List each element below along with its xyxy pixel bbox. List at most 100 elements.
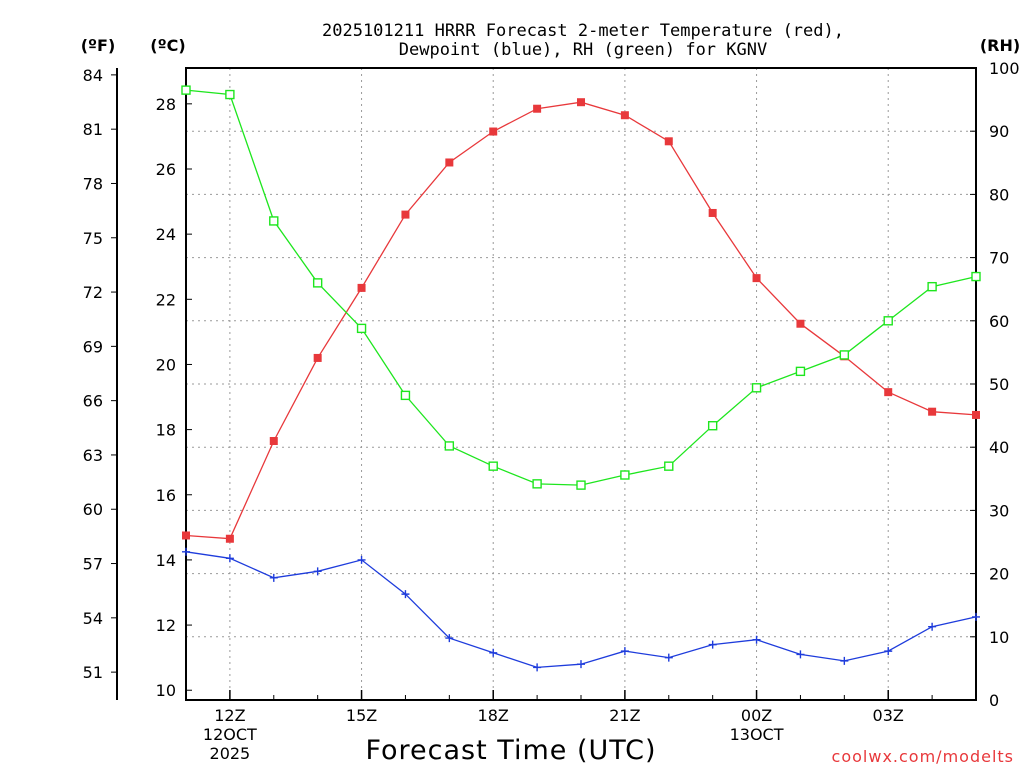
rh-point: [444, 441, 455, 451]
dewpoint-point: [840, 656, 849, 665]
x-tick-label: 21Z: [609, 706, 640, 725]
celsius-unit-label: (ºC): [150, 36, 185, 55]
dewpoint-point: [533, 663, 542, 672]
rh-tick-label: 20: [989, 565, 1009, 584]
celsius-tick-label: 18: [156, 421, 176, 440]
temperature-point: [489, 127, 498, 136]
temperature-point: [884, 388, 893, 397]
celsius-tick-label: 24: [156, 225, 176, 244]
dewpoint-point: [796, 650, 805, 659]
rh-tick-label: 40: [989, 438, 1009, 457]
x-tick-label: 18Z: [478, 706, 509, 725]
temperature-point: [313, 353, 322, 362]
rh-point: [883, 316, 893, 326]
fahrenheit-tick-label: 84: [83, 66, 103, 85]
fahrenheit-tick-label: 72: [83, 283, 103, 302]
rh-tick-label: 70: [989, 249, 1009, 268]
dewpoint-point: [182, 547, 190, 556]
fahrenheit-tick-label: 78: [83, 174, 103, 193]
credit-text: coolwx.com/modelts: [832, 747, 1014, 766]
chart-title-line1: 2025101211 HRRR Forecast 2-meter Tempera…: [322, 21, 844, 41]
x-axis-title: Forecast Time (UTC): [365, 735, 656, 766]
dewpoint-point: [884, 647, 893, 656]
rh-point: [181, 85, 191, 95]
fahrenheit-tick-label: 60: [83, 500, 103, 519]
temperature-point: [928, 407, 937, 416]
dewpoint-point: [928, 622, 937, 631]
temperature-point: [357, 283, 366, 292]
data-series: [181, 85, 981, 672]
temperature-point: [796, 319, 805, 328]
dewpoint-point: [577, 660, 585, 669]
temperature-point: [225, 534, 234, 543]
fahrenheit-axis: 51 54 57 60 63 66 69 72 75 78 81 84: [83, 66, 117, 682]
dewpoint-point: [401, 590, 410, 599]
celsius-tick-label: 16: [156, 486, 176, 505]
dewpoint-point: [357, 555, 366, 564]
dewpoint-point: [269, 573, 278, 582]
x-tick-label: 03Z: [873, 706, 904, 725]
rh-point: [532, 479, 542, 489]
rh-tick-label: 50: [989, 375, 1009, 394]
temperature-point: [401, 210, 410, 219]
celsius-tick-label: 26: [156, 160, 176, 179]
celsius-tick-label: 20: [156, 355, 176, 374]
rh-point: [620, 470, 630, 480]
fahrenheit-unit-label: (ºF): [81, 36, 116, 55]
temperature-point: [620, 111, 629, 120]
x-tick-year: 2025: [210, 744, 251, 763]
temperature-point: [182, 531, 190, 540]
rh-point: [707, 421, 718, 431]
dewpoint-point: [664, 653, 673, 662]
temperature-point: [445, 158, 454, 167]
rh-point: [839, 350, 850, 360]
rh-tick-label: 60: [989, 312, 1009, 331]
temperature-point: [269, 437, 278, 446]
dewpoint-point: [708, 640, 717, 649]
fahrenheit-tick-label: 69: [83, 337, 103, 356]
rh-point: [400, 390, 411, 401]
rh-point: [971, 271, 981, 282]
rh-axis: 0 10 20 30 40 50 60 70 80 90 100: [970, 59, 1020, 710]
x-tick-date: 13OCT: [730, 725, 784, 744]
temperature-point: [533, 104, 542, 113]
celsius-axis: 10 12 14 16 18 20 22 24 26 28: [156, 95, 192, 700]
fahrenheit-tick-label: 54: [83, 609, 103, 628]
chart-title-line2: Dewpoint (blue), RH (green) for KGNV: [399, 40, 767, 60]
temperature-point: [752, 274, 761, 283]
x-tick-date: 12OCT: [203, 725, 257, 744]
celsius-tick-label: 14: [156, 551, 176, 570]
temperature-line: [185, 101, 977, 540]
rh-point: [225, 89, 235, 100]
rh-tick-label: 80: [989, 185, 1009, 204]
x-tick-label: 12Z: [214, 706, 245, 725]
dewpoint-point: [489, 648, 498, 657]
fahrenheit-tick-label: 57: [83, 555, 103, 574]
rh-tick-label: 0: [989, 691, 999, 710]
x-tick-label: 00Z: [741, 706, 772, 725]
rh-point: [312, 278, 323, 288]
dewpoint-point: [752, 635, 761, 644]
rh-point: [269, 216, 279, 226]
rh-tick-label: 10: [989, 628, 1009, 647]
dewpoint-line: [185, 551, 977, 669]
fahrenheit-tick-label: 75: [83, 229, 103, 248]
rh-unit-label: (RH): [980, 36, 1020, 55]
rh-point: [356, 323, 367, 334]
rh-tick-label: 100: [989, 59, 1020, 78]
rh-point: [795, 366, 806, 377]
x-tick-label: 15Z: [346, 706, 377, 725]
fahrenheit-tick-label: 66: [83, 392, 103, 411]
rh-point: [664, 461, 674, 471]
temperature-point: [577, 98, 585, 107]
dewpoint-point: [972, 612, 980, 621]
rh-tick-label: 90: [989, 122, 1009, 141]
rh-point: [751, 383, 762, 393]
celsius-tick-label: 28: [156, 95, 176, 114]
temperature-point: [664, 137, 673, 146]
dewpoint-point: [620, 647, 629, 656]
dewpoint-point: [313, 567, 322, 576]
rh-point: [927, 281, 937, 292]
fahrenheit-tick-label: 81: [83, 120, 103, 139]
